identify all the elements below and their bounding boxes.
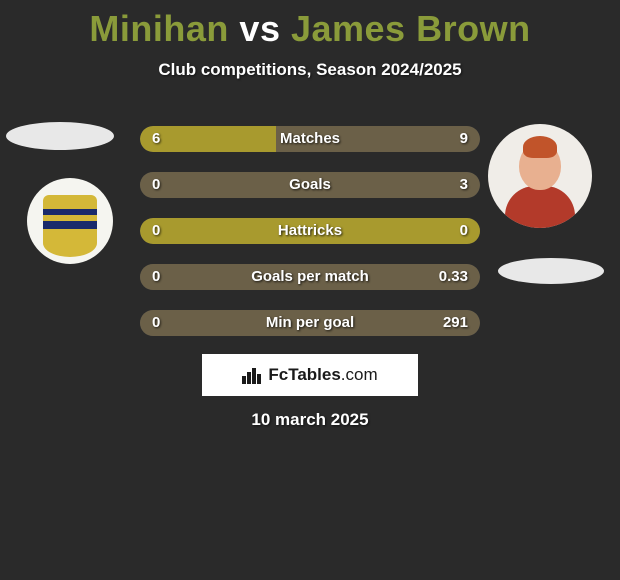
avatar-body-icon bbox=[505, 186, 575, 228]
stat-label: Matches bbox=[140, 126, 480, 152]
left-shadow-ellipse bbox=[6, 122, 114, 150]
stat-row: 0291Min per goal bbox=[140, 310, 480, 336]
player2-avatar bbox=[488, 124, 592, 228]
stat-row: 69Matches bbox=[140, 126, 480, 152]
avatar-head-icon bbox=[519, 142, 561, 190]
stat-label: Hattricks bbox=[140, 218, 480, 244]
brand-attribution: FcTables.com bbox=[202, 354, 418, 396]
brand-bars-icon bbox=[242, 366, 264, 384]
stat-row: 00Hattricks bbox=[140, 218, 480, 244]
stat-label: Goals bbox=[140, 172, 480, 198]
player2-name: James Brown bbox=[291, 8, 531, 49]
date-text: 10 march 2025 bbox=[0, 410, 620, 430]
subtitle: Club competitions, Season 2024/2025 bbox=[0, 60, 620, 80]
stats-bars: 69Matches 03Goals 00Hattricks 00.33Goals pe… bbox=[140, 126, 480, 356]
stat-label: Goals per match bbox=[140, 264, 480, 290]
brand-text: FcTables.com bbox=[268, 365, 377, 385]
stat-row: 03Goals bbox=[140, 172, 480, 198]
comparison-title: Minihan vs James Brown bbox=[0, 0, 620, 50]
stat-label: Min per goal bbox=[140, 310, 480, 336]
stat-row: 00.33Goals per match bbox=[140, 264, 480, 290]
vs-text: vs bbox=[239, 8, 280, 49]
player1-club-crest bbox=[27, 178, 113, 264]
right-shadow-ellipse bbox=[498, 258, 604, 284]
crest-shield-icon bbox=[43, 195, 97, 257]
brand-domain: .com bbox=[341, 365, 378, 384]
player1-name: Minihan bbox=[89, 8, 228, 49]
brand-name: FcTables bbox=[268, 365, 340, 384]
